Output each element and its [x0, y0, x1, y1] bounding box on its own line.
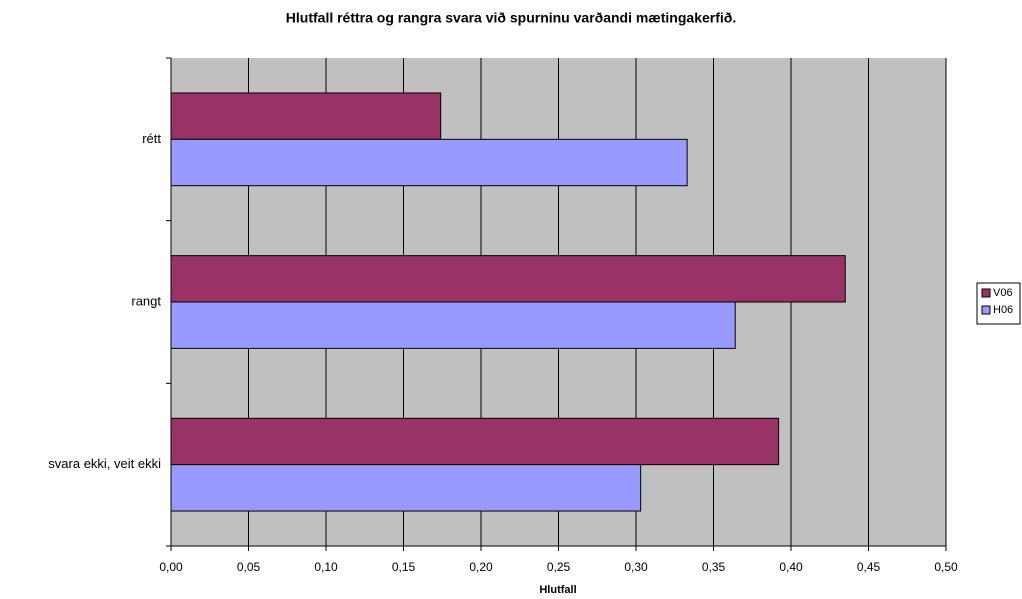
- bar: [170, 301, 736, 349]
- legend-label: V06: [993, 287, 1013, 299]
- bar: [170, 255, 846, 303]
- x-tick-label: 0,50: [934, 560, 958, 574]
- x-axis-label: Hlutfall: [539, 584, 576, 596]
- chart-title: Hlutfall réttra og rangra svara við spur…: [286, 10, 736, 26]
- x-tick-label: 0,35: [702, 560, 726, 574]
- bar: [170, 417, 780, 466]
- bar: [170, 464, 642, 512]
- legend-label: H06: [993, 304, 1013, 316]
- x-tick-label: 0,20: [469, 560, 493, 574]
- bar: [170, 92, 442, 140]
- x-tick-label: 0,40: [779, 560, 803, 574]
- bar: [170, 138, 688, 187]
- x-tick-label: 0,05: [237, 560, 261, 574]
- x-tick-label: 0,00: [159, 560, 183, 574]
- y-tick-label: rétt: [142, 131, 161, 146]
- legend-swatch: [981, 305, 991, 315]
- x-tick-label: 0,10: [314, 560, 338, 574]
- legend-swatch: [981, 288, 991, 298]
- x-tick-label: 0,25: [547, 560, 571, 574]
- x-tick-label: 0,45: [857, 560, 881, 574]
- y-tick-label: svara ekki, veit ekki: [48, 456, 161, 471]
- x-tick-label: 0,15: [392, 560, 416, 574]
- x-tick-label: 0,30: [624, 560, 648, 574]
- y-tick-label: rangt: [131, 293, 161, 308]
